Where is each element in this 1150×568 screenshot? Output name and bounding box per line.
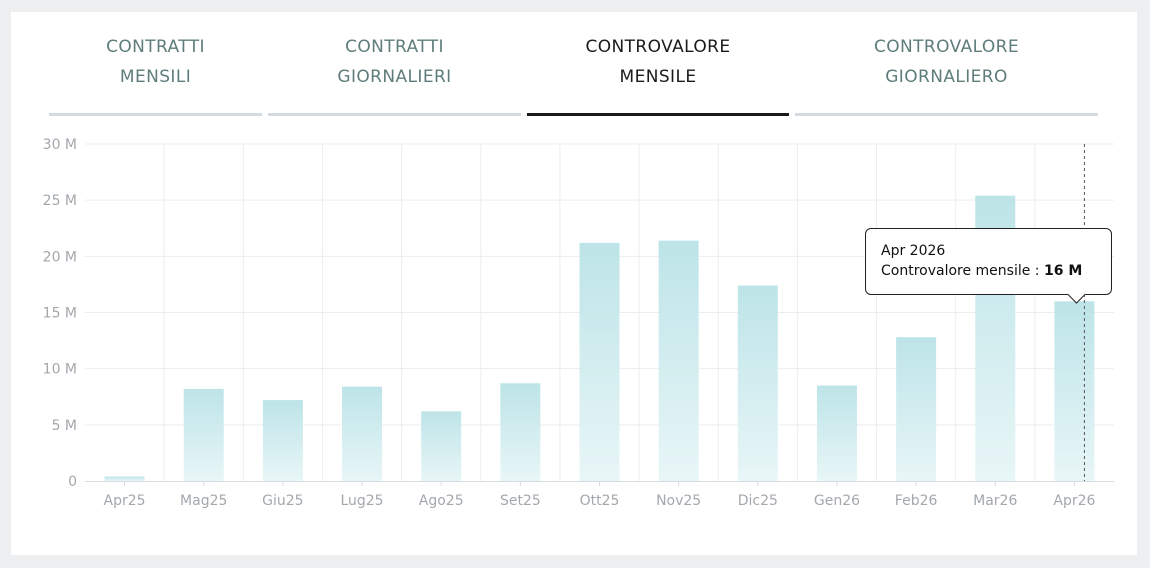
x-tick-label: Feb26 <box>895 493 938 509</box>
bar[interactable] <box>500 383 541 481</box>
bar[interactable] <box>896 337 937 481</box>
tab-bar: CONTRATTI MENSILI CONTRATTI GIORNALIERI … <box>0 0 1150 120</box>
bar[interactable] <box>658 240 699 481</box>
tab-contratti-mensili[interactable]: CONTRATTI MENSILI <box>49 32 262 116</box>
tooltip-title: Apr 2026 <box>881 243 946 259</box>
bar[interactable] <box>579 242 620 481</box>
x-tick-label: Dic25 <box>738 493 778 509</box>
x-tick-label: Ott25 <box>580 493 620 509</box>
x-tick-label: Set25 <box>500 493 541 509</box>
tab-label: CONTROVALORE MENSILE <box>585 37 731 87</box>
tab-label: CONTRATTI GIORNALIERI <box>337 37 452 87</box>
y-tick-label: 20 M <box>43 249 77 265</box>
tab-underline <box>49 113 262 116</box>
x-tick-label: Apr26 <box>1053 493 1095 509</box>
tooltip-label: Controvalore mensile : <box>881 263 1044 279</box>
y-tick-label: 30 M <box>43 137 77 153</box>
x-tick-label: Apr25 <box>104 493 146 509</box>
tab-label: CONTRATTI MENSILI <box>106 37 205 87</box>
bar[interactable] <box>183 388 224 481</box>
tab-underline <box>268 113 521 116</box>
bar[interactable] <box>1054 301 1095 481</box>
tooltip-value: 16 M <box>1043 263 1083 279</box>
y-tick-label: 10 M <box>43 362 77 378</box>
x-tick-label: Gen26 <box>814 493 860 509</box>
bar[interactable] <box>104 476 145 481</box>
x-tick-label: Ago25 <box>419 493 464 509</box>
tab-underline <box>795 113 1098 116</box>
tab-underline <box>527 113 789 116</box>
bar[interactable] <box>262 400 303 481</box>
tab-label: CONTROVALORE GIORNALIERO <box>873 37 1020 87</box>
x-tick-label: Lug25 <box>340 493 383 509</box>
bar[interactable] <box>737 285 778 481</box>
x-tick-label: Giu25 <box>262 493 303 509</box>
tab-controvalore-giornaliero[interactable]: CONTROVALORE GIORNALIERO <box>795 32 1098 116</box>
y-tick-label: 0 <box>68 474 77 490</box>
tab-contratti-giornalieri[interactable]: CONTRATTI GIORNALIERI <box>268 32 521 116</box>
y-tick-label: 25 M <box>43 193 77 209</box>
tab-controvalore-mensile[interactable]: CONTROVALORE MENSILE <box>527 32 789 116</box>
bar[interactable] <box>816 385 857 481</box>
bar[interactable] <box>421 411 462 481</box>
bar[interactable] <box>342 386 383 481</box>
y-tick-label: 5 M <box>52 418 77 434</box>
y-tick-label: 15 M <box>43 306 77 322</box>
chart-tooltip: Apr 2026 Controvalore mensile : 16 M <box>865 228 1112 304</box>
axes: 0 5 M 10 M 15 M 20 M 25 M 30 M Apr25 Mag25 Giu25 L… <box>43 137 1114 509</box>
x-tick-label: Nov25 <box>656 493 701 509</box>
x-tick-label: Mag25 <box>180 493 227 509</box>
x-tick-label: Mar26 <box>973 493 1017 509</box>
tooltip-body: Controvalore mensile : 16 M <box>881 261 1111 281</box>
